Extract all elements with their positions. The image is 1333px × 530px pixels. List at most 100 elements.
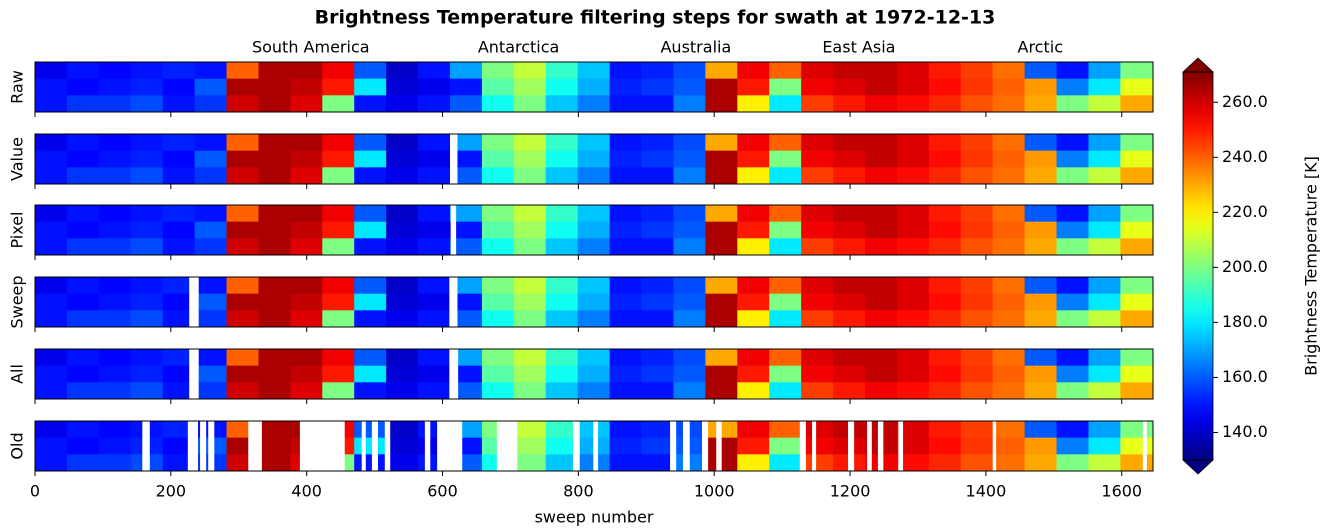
heat-cell [450, 277, 483, 295]
region-label: Antarctica [478, 38, 560, 57]
heat-cell [769, 310, 802, 328]
heat-cell [194, 150, 228, 168]
masked-gap [812, 421, 817, 471]
heat-cell [1120, 349, 1153, 367]
heat-cell [545, 134, 579, 152]
heat-cell [1088, 150, 1121, 168]
heat-cell [545, 293, 579, 311]
heat-cell [290, 221, 323, 239]
heat-cell [769, 78, 802, 96]
heat-cell [386, 277, 419, 295]
heat-cell [992, 382, 1026, 400]
heat-cell [418, 238, 451, 256]
heat-cell [322, 205, 355, 223]
heat-cell [641, 277, 674, 295]
heat-cell [322, 238, 355, 256]
heat-cell [98, 437, 132, 455]
heat-cell [1120, 238, 1153, 256]
heat-cell [513, 454, 547, 472]
heat-cell [194, 293, 228, 311]
heat-cell [928, 293, 962, 311]
heat-cell [450, 78, 483, 96]
heat-cell [354, 221, 387, 239]
heat-cell [1120, 382, 1153, 400]
heat-cell [226, 310, 259, 328]
panel-frame [34, 204, 1154, 256]
heat-cell [354, 277, 387, 295]
heat-cell [450, 310, 483, 328]
heat-cell [865, 349, 898, 367]
heat-cell [609, 134, 643, 152]
heat-cell [992, 349, 1026, 367]
heat-cell [513, 382, 547, 400]
heat-cell [801, 365, 834, 383]
heat-cell [1088, 221, 1121, 239]
heat-cell [865, 78, 898, 96]
masked-gap [189, 277, 199, 327]
heat-cell [35, 437, 68, 455]
heat-cell [865, 310, 898, 328]
heat-cell [35, 134, 68, 152]
heat-cell [769, 437, 802, 455]
heat-cell [450, 205, 483, 223]
heat-cell [98, 349, 132, 367]
heat-cell [450, 62, 483, 80]
heat-cell [705, 167, 738, 185]
heat-cell [960, 382, 994, 400]
heat-cell [226, 221, 259, 239]
heat-cell [418, 95, 451, 113]
x-tick-label: 0 [30, 482, 40, 501]
heat-cell [481, 238, 515, 256]
heat-cell [1024, 349, 1058, 367]
heat-cell [513, 421, 547, 439]
heat-cell [322, 78, 355, 96]
heat-cell [737, 310, 770, 328]
region-label: South America [252, 38, 370, 57]
heat-cell [290, 95, 323, 113]
heat-cell [609, 454, 643, 472]
heat-cell [162, 221, 196, 239]
heat-cell [641, 310, 674, 328]
heat-cell [833, 78, 866, 96]
colorbar [1183, 72, 1213, 460]
heat-cell [992, 238, 1026, 256]
heat-cell [801, 238, 834, 256]
colorbar-extend-max [1181, 57, 1215, 73]
heat-cell [98, 150, 132, 168]
heat-cell [992, 62, 1026, 80]
heat-cell [1056, 437, 1089, 455]
heat-cell [705, 277, 738, 295]
heat-cell [705, 293, 738, 311]
heat-cell [737, 365, 770, 383]
heat-cell [737, 238, 770, 256]
colorbar-tick-label: 180.0 [1222, 312, 1268, 331]
heat-cell [322, 293, 355, 311]
heat-cell [737, 277, 770, 295]
heat-cell [673, 221, 706, 239]
heat-cell [769, 167, 802, 185]
heat-cell [960, 277, 994, 295]
heat-cell [162, 454, 196, 472]
heat-cell [833, 167, 866, 185]
panel-label: Raw [8, 70, 27, 104]
heat-cell [226, 382, 259, 400]
heat-cell [322, 62, 355, 80]
heat-cell [1120, 150, 1153, 168]
heat-cell [928, 421, 962, 439]
heat-cell [481, 349, 515, 367]
heat-cell [1056, 95, 1089, 113]
heat-cell [673, 382, 706, 400]
heat-cell [1120, 62, 1153, 80]
heat-cell [896, 167, 930, 185]
heat-cell [992, 454, 1026, 472]
heat-cell [66, 349, 100, 367]
heat-cell [98, 421, 132, 439]
heat-cell [1056, 454, 1089, 472]
heat-cell [35, 78, 68, 96]
heat-cell [418, 221, 451, 239]
heat-cell [418, 382, 451, 400]
heat-cell [1088, 167, 1121, 185]
heat-cell [769, 150, 802, 168]
heat-cell [960, 238, 994, 256]
heat-cell [290, 150, 323, 168]
